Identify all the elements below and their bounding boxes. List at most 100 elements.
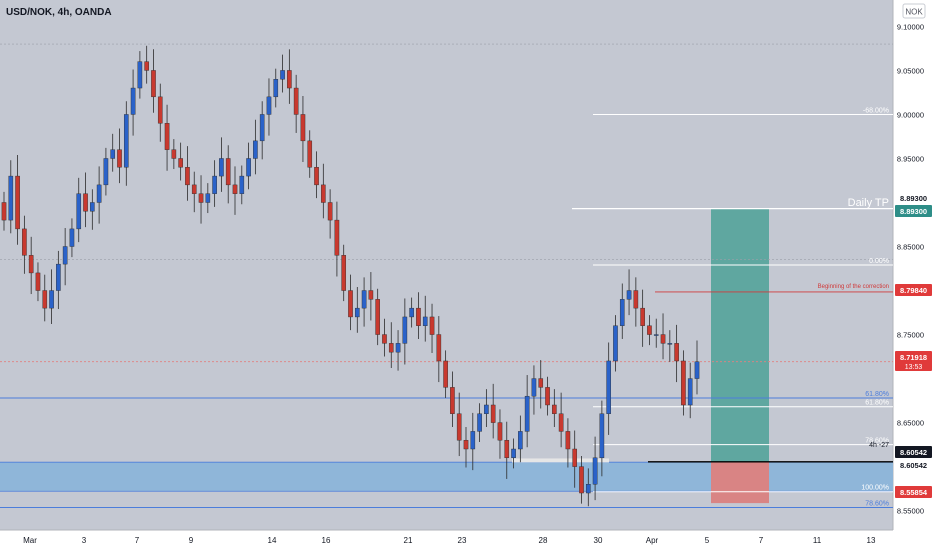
candle-body: [354, 307, 360, 318]
candle-body: [538, 378, 544, 388]
x-tick-label: 7: [759, 536, 764, 545]
price-label-box[interactable]: [895, 284, 932, 296]
candle-body: [273, 79, 279, 98]
candle-body: [416, 307, 421, 326]
x-tick-label: 11: [813, 536, 822, 545]
price-label-text: 8.89300: [900, 194, 927, 203]
profit-zone[interactable]: [711, 208, 769, 462]
candle-body: [552, 404, 557, 414]
candle-body: [35, 272, 41, 291]
x-axis-ticks: Mar 3 7 9 14 16 21 23 28 30 Apr 5 7 11 13: [23, 536, 876, 545]
candle-body: [694, 361, 700, 379]
candle-body: [219, 158, 224, 177]
candle-body: [388, 343, 394, 353]
candle-body: [361, 290, 367, 309]
x-tick-label: 9: [189, 536, 194, 545]
fib-label-4: 78.60%: [865, 438, 889, 445]
candle-body: [293, 87, 299, 115]
support-marker[interactable]: [512, 458, 609, 463]
fib-levels-layer: -68.00% 0.00% 61.80% 61.80% 78.60% 100.00% 78.…: [0, 107, 893, 509]
candle-body: [83, 193, 88, 212]
candle-body: [15, 175, 20, 230]
candle-body: [463, 439, 469, 450]
candle-body: [613, 325, 618, 362]
price-label-text: 8.60542: [900, 461, 927, 470]
candle-body: [49, 290, 54, 309]
candle-body: [191, 184, 197, 194]
candle-body: [660, 334, 666, 344]
candle-body: [422, 316, 428, 326]
stop-loss-zone[interactable]: [711, 461, 769, 504]
x-tick-label: 14: [268, 536, 277, 545]
candle-body: [327, 202, 333, 221]
candle-body: [225, 158, 231, 186]
candle-body: [157, 96, 163, 124]
candle-body: [22, 228, 27, 256]
candle-body: [395, 343, 401, 353]
x-tick-label: 3: [82, 536, 87, 545]
candle-body: [69, 228, 75, 247]
fib-label-2: 61.80%: [865, 391, 889, 398]
candle-body: [687, 378, 693, 406]
candle-body: [239, 175, 245, 194]
candle-body: [287, 70, 292, 89]
price-label-box[interactable]: [895, 192, 932, 204]
price-label-countdown: 13:53: [905, 364, 923, 371]
candle-body: [56, 263, 61, 291]
candle-body: [681, 360, 686, 406]
x-tick-label: Mar: [23, 536, 37, 545]
candle-body: [103, 158, 109, 186]
x-tick-label: 7: [135, 536, 140, 545]
candle-body: [185, 167, 190, 186]
price-label-box[interactable]: [895, 446, 932, 458]
fib-label-5: 100.00%: [861, 485, 889, 492]
price-label-box[interactable]: [895, 205, 932, 217]
candle-body: [402, 316, 408, 344]
candle-body: [28, 255, 34, 274]
candle-body: [123, 114, 129, 168]
price-axis[interactable]: [893, 0, 932, 550]
y-axis-ticks: 9.10000 9.05000 9.00000 8.95000 8.85000 8.750…: [897, 22, 924, 515]
candle-body: [558, 413, 564, 432]
candle-body: [205, 193, 211, 203]
candle-body: [348, 290, 353, 318]
y-tick-label: 9.10000: [897, 22, 924, 31]
price-label-text: 8.79840: [900, 286, 927, 295]
y-tick-label: 8.75000: [897, 331, 924, 340]
time-axis[interactable]: [0, 530, 932, 550]
x-tick-label: 30: [594, 536, 603, 545]
daily-tp-label: Daily TP: [848, 197, 889, 209]
fib-label-0: -68.00%: [863, 107, 889, 114]
price-label-text: 8.55854: [900, 488, 928, 497]
timer-label: 4h -27: [869, 442, 889, 449]
price-label-text: 8.71918: [900, 353, 927, 362]
x-tick-label: 16: [322, 536, 331, 545]
x-tick-label: Apr: [646, 536, 659, 545]
candle-body: [375, 299, 380, 335]
candle-body: [504, 439, 510, 459]
price-label-box[interactable]: [895, 486, 932, 498]
candle-body: [1, 202, 7, 221]
candle-body: [633, 290, 639, 309]
currency-badge[interactable]: [902, 3, 926, 19]
candle-body: [640, 307, 645, 326]
currency-badge-label: NOK: [905, 8, 923, 17]
x-tick-label: 28: [539, 536, 548, 545]
candle-body: [429, 316, 435, 335]
x-tick-label: 5: [705, 536, 710, 545]
candle-body: [484, 404, 489, 414]
candle-body: [96, 184, 102, 203]
candle-body: [592, 457, 598, 485]
candle-body: [246, 158, 251, 177]
fib-label-3: 61.80%: [865, 400, 889, 407]
x-tick-label: 13: [867, 536, 876, 545]
candle-body: [130, 87, 136, 115]
candle-body: [565, 431, 571, 450]
candle-body: [300, 114, 306, 142]
price-label-box[interactable]: [895, 459, 932, 471]
candle-body: [545, 387, 550, 406]
y-tick-label: 9.05000: [897, 66, 924, 75]
candle-body: [90, 202, 95, 212]
price-label-box[interactable]: [895, 351, 932, 371]
